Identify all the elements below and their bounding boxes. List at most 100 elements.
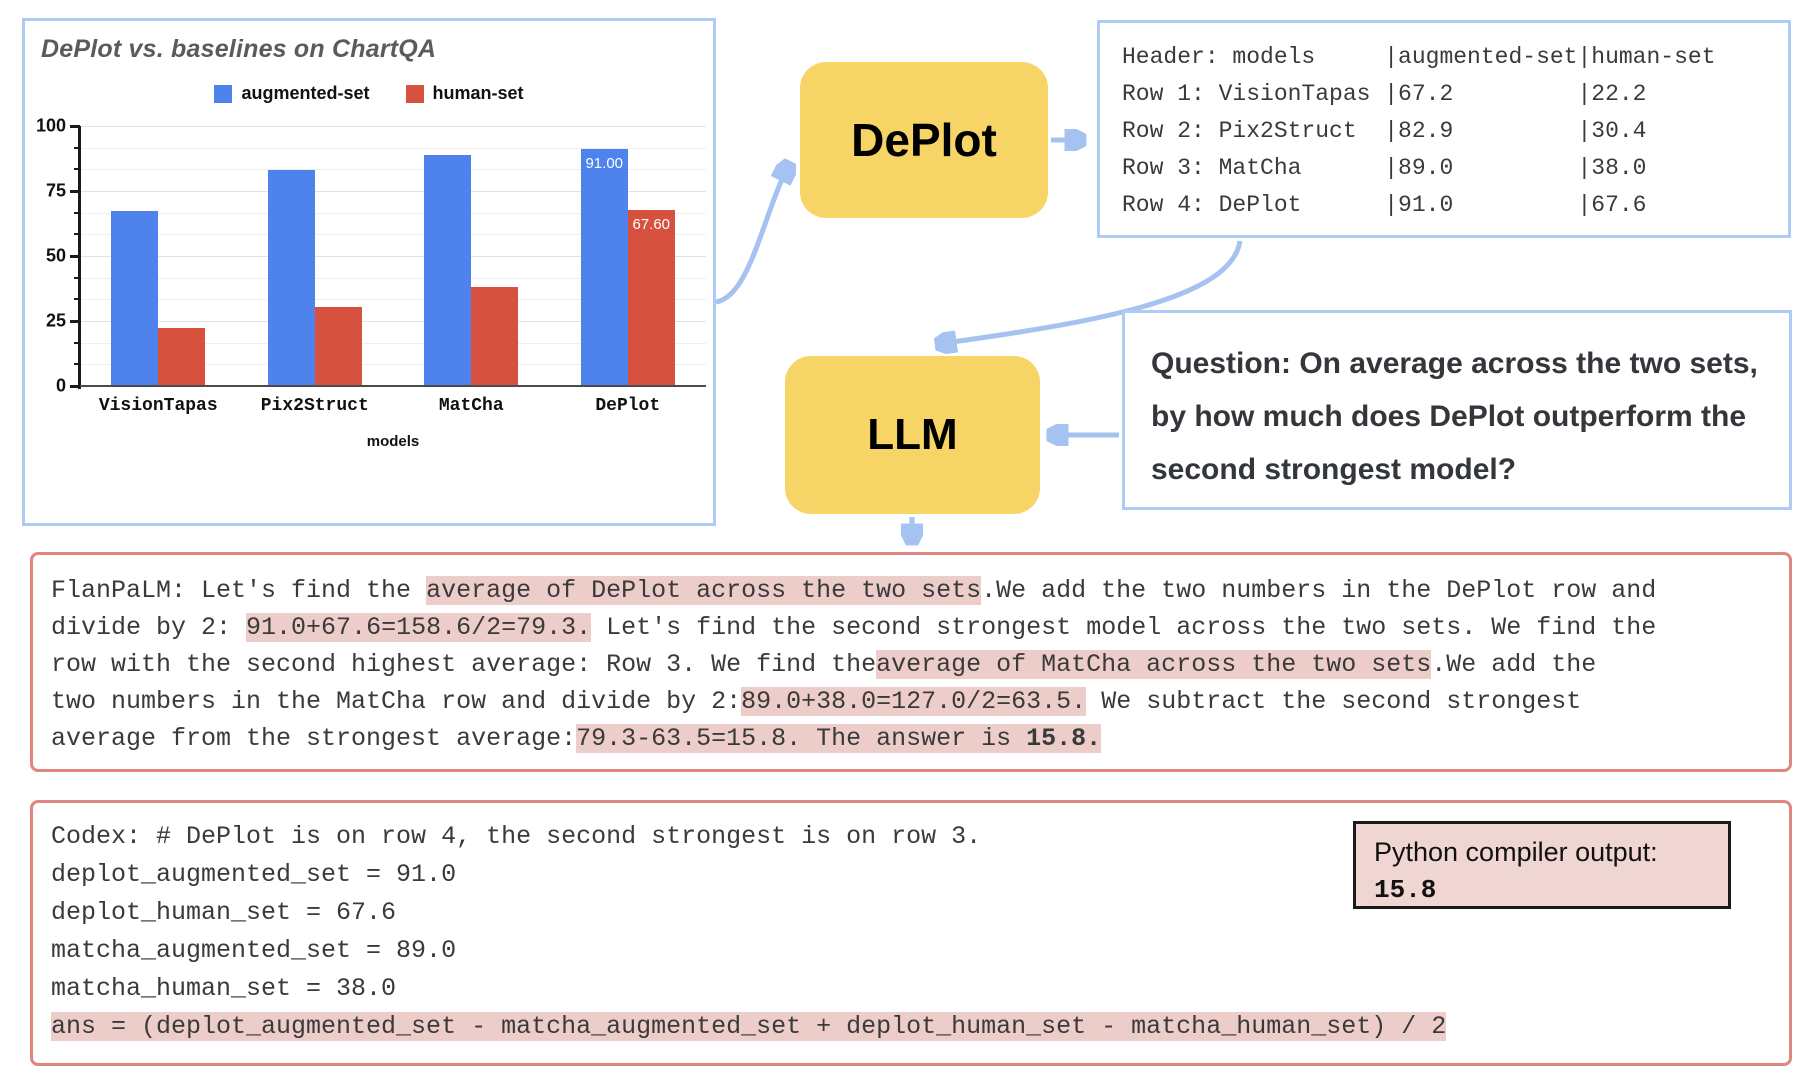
text-line: Row 3: MatCha |89.0 |38.0 (1122, 155, 1647, 181)
x-tick-label-VisionTapas: VisionTapas (98, 396, 218, 416)
x-axis-line (80, 385, 706, 387)
y-tick-label: 100 (35, 115, 66, 136)
text-segment: deplot_human_set = 67.6 (51, 898, 397, 927)
legend-label: human-set (432, 83, 524, 103)
deplot-node-label: DePlot (851, 114, 997, 166)
text-segment: two numbers in the MatCha row and divide… (51, 687, 742, 716)
bar-augmented-set-Pix2Struct (267, 170, 315, 386)
text-line: by how much does DePlot outperform the (1151, 400, 1747, 433)
codex-code: Codex: # DePlot is on row 4, the second … (51, 818, 1771, 1046)
flanpalm-output-panel: FlanPaLM: Let's find the average of DePl… (30, 552, 1792, 772)
llm-node-label: LLM (867, 410, 958, 459)
text-line: Codex: # DePlot is on row 4, the second … (51, 818, 1771, 856)
text-segment: row with the second highest average: Row… (51, 650, 877, 679)
highlighted-text: 91.0+67.6=158.6/2=79.3. (246, 613, 592, 642)
text-segment: average from the strongest average: (51, 724, 577, 753)
gridline (80, 342, 706, 344)
y-axis-tick (74, 276, 80, 279)
chart-plot-area: 0 25 50 75 100 91.00 67.60 (36, 116, 707, 396)
bar-augmented-set-DePlot: 91.00 (580, 149, 628, 386)
text-segment: Codex: # DePlot is on row 4, the second … (51, 822, 982, 851)
x-axis-labels: VisionTapas Pix2Struct MatCha DePlot (80, 396, 706, 416)
text-line: second strongest model? (1151, 453, 1517, 486)
deplot-node: DePlot (800, 62, 1048, 218)
x-tick-label-DePlot: DePlot (595, 396, 661, 416)
y-axis-tick (70, 255, 80, 258)
compiler-output-value: 15.8 (1374, 875, 1437, 905)
text-line: matcha_human_set = 38.0 (51, 970, 1771, 1008)
bar-group-Pix2Struct (237, 126, 394, 386)
legend-item-human-set: human-set (405, 83, 524, 104)
text-line: Row 1: VisionTapas |67.2 |22.2 (1122, 81, 1647, 107)
text-line: deplot_augmented_set = 91.0 (51, 856, 1771, 894)
y-axis-tick (74, 168, 80, 171)
y-tick-label: 50 (45, 245, 66, 266)
gridline (80, 321, 706, 322)
bar-human-set-VisionTapas (158, 328, 206, 386)
y-tick-label: 0 (55, 375, 66, 396)
chart-legend: augmented-set human-set (25, 83, 713, 104)
y-axis-tick (74, 146, 80, 149)
text-line: Header: models |augmented-set|human-set (1122, 44, 1716, 70)
bar-group-MatCha (393, 126, 550, 386)
legend-label: augmented-set (241, 83, 370, 103)
x-tick-label-Pix2Struct: Pix2Struct (260, 396, 369, 416)
text-segment: divide by 2: (51, 613, 247, 642)
highlighted-text: average of DePlot across the two sets (426, 576, 982, 605)
text-line: divide by 2: 91.0+67.6=158.6/2=79.3. Let… (51, 609, 1771, 646)
bar-group-DePlot: 91.00 67.60 (550, 126, 707, 386)
text-segment: matcha_human_set = 38.0 (51, 974, 397, 1003)
compiler-output-label: Python compiler output: (1374, 837, 1658, 867)
question-panel: Question: On average across the two sets… (1122, 310, 1792, 510)
y-axis-tick (70, 385, 80, 388)
text-line: matcha_augmented_set = 89.0 (51, 932, 1771, 970)
text-line: FlanPaLM: Let's find the average of DePl… (51, 572, 1771, 609)
text-line: Row 4: DePlot |91.0 |67.6 (1122, 192, 1647, 218)
llm-node: LLM (785, 356, 1040, 514)
text-segment: FlanPaLM: Let's find the (51, 576, 427, 605)
text-line: Row 2: Pix2Struct |82.9 |30.4 (1122, 118, 1647, 144)
bar-value-label: 91.00 (585, 155, 624, 173)
text-line: row with the second highest average: Row… (51, 646, 1771, 683)
bar-value-label: 67.60 (632, 216, 671, 234)
bar-human-set-Pix2Struct (314, 306, 362, 386)
y-axis-tick (74, 341, 80, 344)
gridline (80, 147, 706, 149)
y-axis-tick (70, 125, 80, 129)
python-compiler-output-box: Python compiler output: 15.8 (1353, 821, 1731, 909)
y-axis-tick (74, 363, 80, 366)
text-segment: Let's find the second strongest model ac… (591, 613, 1657, 642)
x-tick-label-MatCha: MatCha (438, 396, 504, 416)
text-line: deplot_human_set = 67.6 (51, 894, 1771, 932)
gridline (80, 169, 706, 171)
y-axis-tick (74, 211, 80, 214)
gridline (80, 234, 706, 236)
text-segment: .We add the two numbers in the DePlot ro… (981, 576, 1657, 605)
highlighted-text: ans = (deplot_augmented_set - matcha_aug… (51, 1012, 1447, 1041)
bar-augmented-set-MatCha (424, 154, 472, 386)
y-axis-line (78, 126, 81, 389)
chart-title: DePlot vs. baselines on ChartQA (41, 35, 437, 63)
bar-human-set-MatCha (471, 287, 519, 386)
y-axis-tick (70, 320, 80, 323)
text-line: Question: On average across the two sets… (1151, 347, 1758, 380)
highlighted-text: average of MatCha across the two sets (876, 650, 1432, 679)
text-segment: .We add the (1431, 650, 1597, 679)
x-axis-title: models (366, 433, 420, 450)
gridline (80, 299, 706, 301)
codex-output-panel: Codex: # DePlot is on row 4, the second … (30, 800, 1792, 1066)
bar-augmented-set-VisionTapas (111, 211, 159, 386)
highlighted-text: 15.8. (1026, 724, 1102, 753)
linearized-table-panel: Header: models |augmented-set|human-set R… (1097, 20, 1791, 238)
text-segment: We subtract the second strongest (1086, 687, 1582, 716)
y-tick-label: 75 (45, 180, 66, 201)
gridline (80, 212, 706, 214)
legend-swatch-blue (214, 84, 233, 103)
text-line: two numbers in the MatCha row and divide… (51, 683, 1771, 720)
legend-swatch-red (405, 84, 424, 103)
highlighted-text: 79.3-63.5=15.8. The answer is (576, 724, 1027, 753)
gridline (80, 364, 706, 366)
legend-item-augmented-set: augmented-set (214, 83, 370, 104)
bar-group-VisionTapas (80, 126, 237, 386)
